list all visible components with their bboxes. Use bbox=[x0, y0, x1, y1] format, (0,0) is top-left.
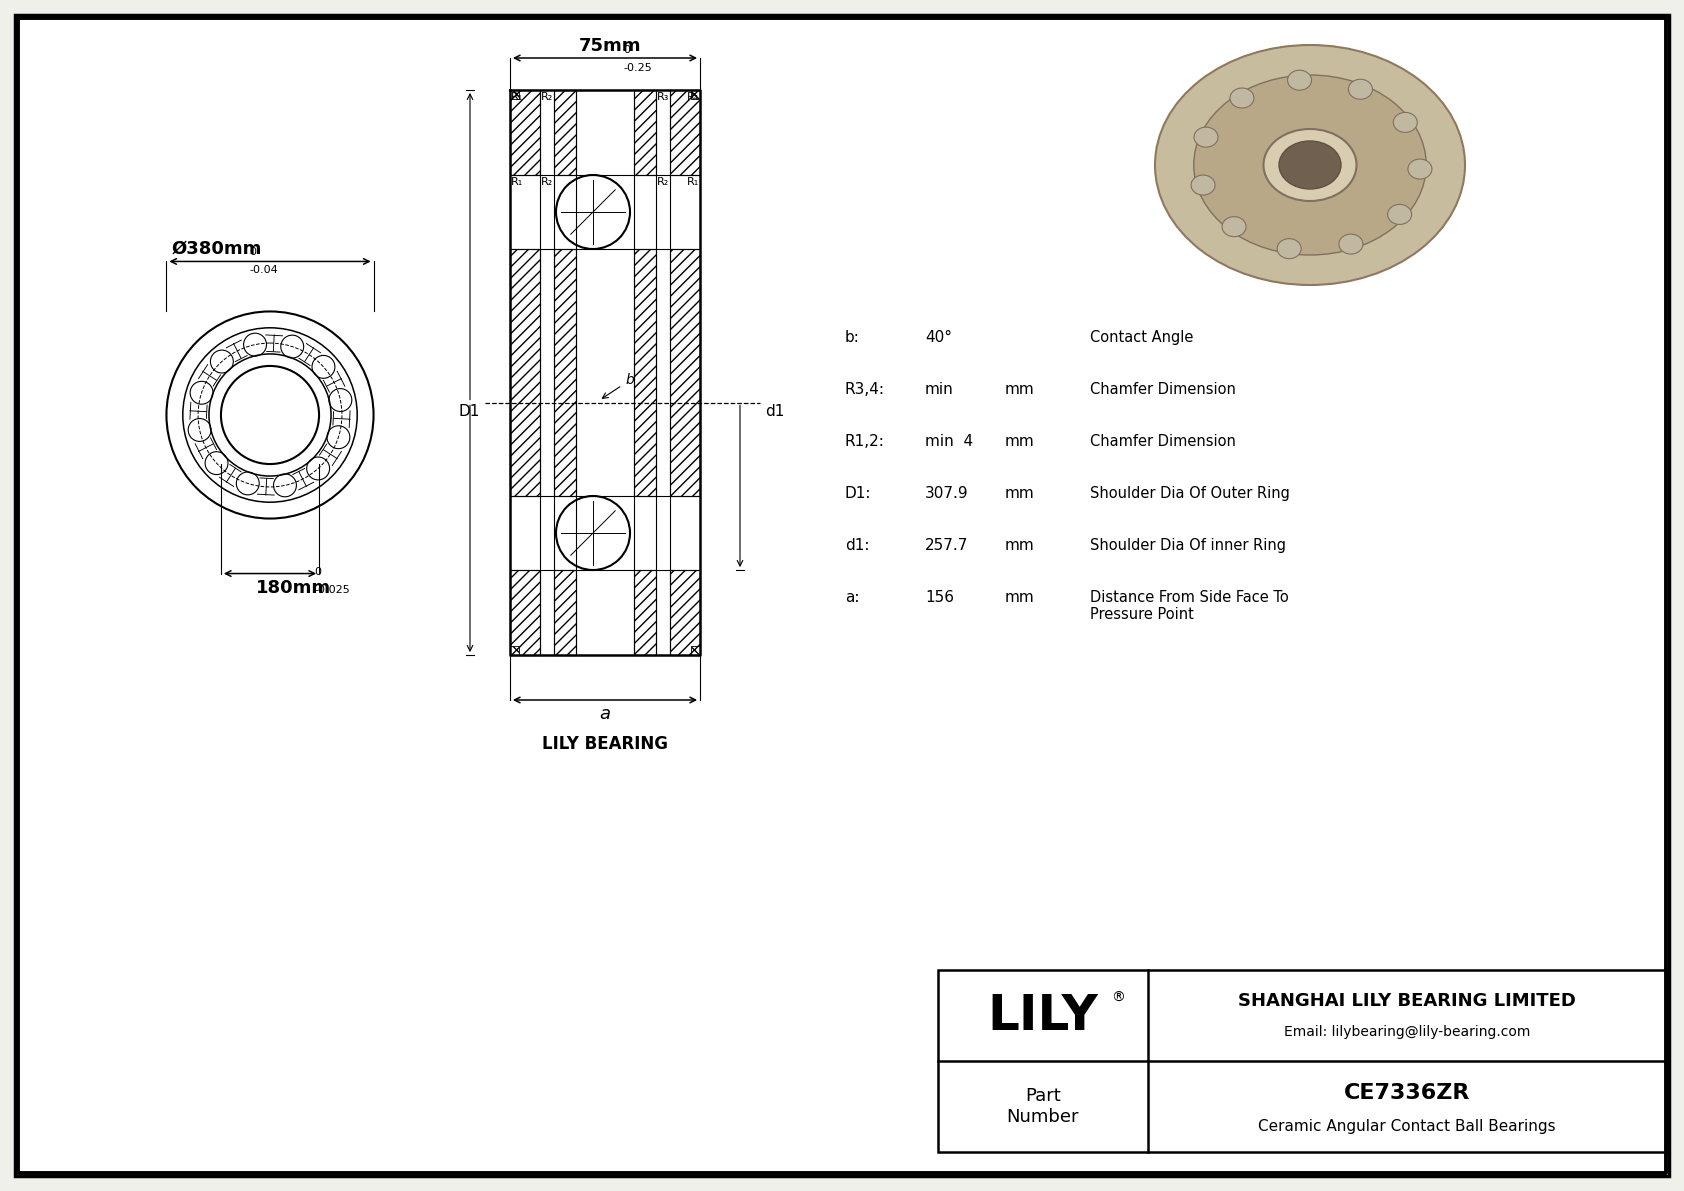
Bar bbox=[690, 646, 701, 655]
Text: ®: ® bbox=[1111, 991, 1125, 1004]
Ellipse shape bbox=[1349, 80, 1372, 99]
Ellipse shape bbox=[1194, 127, 1218, 148]
Text: R₄: R₄ bbox=[687, 92, 699, 102]
Text: -0.25: -0.25 bbox=[623, 63, 652, 73]
Text: R₁: R₁ bbox=[510, 92, 524, 102]
Text: R1,2:: R1,2: bbox=[845, 434, 884, 449]
Text: a: a bbox=[600, 705, 611, 723]
Text: LILY: LILY bbox=[987, 991, 1098, 1040]
Text: Contact Angle: Contact Angle bbox=[1090, 330, 1194, 345]
Text: R₁: R₁ bbox=[510, 177, 524, 187]
Text: CE7336ZR: CE7336ZR bbox=[1344, 1083, 1470, 1103]
Text: 75mm: 75mm bbox=[579, 37, 642, 55]
Ellipse shape bbox=[1191, 175, 1216, 195]
Text: LILY BEARING: LILY BEARING bbox=[542, 735, 669, 753]
Text: a:: a: bbox=[845, 590, 859, 605]
Text: min: min bbox=[925, 382, 953, 397]
Ellipse shape bbox=[1229, 88, 1255, 108]
Ellipse shape bbox=[1339, 235, 1362, 254]
Bar bbox=[510, 91, 519, 99]
Bar bbox=[510, 249, 541, 495]
Bar bbox=[554, 91, 576, 175]
Ellipse shape bbox=[1263, 129, 1357, 201]
Bar bbox=[670, 570, 701, 655]
Text: Shoulder Dia Of Outer Ring: Shoulder Dia Of Outer Ring bbox=[1090, 486, 1290, 501]
Ellipse shape bbox=[1280, 141, 1340, 189]
Bar bbox=[510, 646, 519, 655]
Text: mm: mm bbox=[1005, 538, 1034, 553]
Text: -0.04: -0.04 bbox=[249, 266, 278, 275]
Ellipse shape bbox=[1223, 217, 1246, 237]
Text: b:: b: bbox=[845, 330, 861, 345]
Text: 156: 156 bbox=[925, 590, 955, 605]
Text: d1:: d1: bbox=[845, 538, 869, 553]
Text: 0: 0 bbox=[313, 567, 322, 576]
Ellipse shape bbox=[1288, 70, 1312, 91]
Text: R₂: R₂ bbox=[541, 92, 554, 102]
Bar bbox=[633, 91, 657, 175]
Text: Ceramic Angular Contact Ball Bearings: Ceramic Angular Contact Ball Bearings bbox=[1258, 1120, 1556, 1134]
Bar bbox=[510, 570, 541, 655]
Text: R3,4:: R3,4: bbox=[845, 382, 886, 397]
Bar bbox=[554, 249, 576, 495]
Text: 0: 0 bbox=[623, 45, 630, 55]
Text: mm: mm bbox=[1005, 486, 1034, 501]
Text: SHANGHAI LILY BEARING LIMITED: SHANGHAI LILY BEARING LIMITED bbox=[1238, 992, 1576, 1010]
Text: Ø380mm: Ø380mm bbox=[172, 239, 261, 257]
Bar bbox=[554, 570, 576, 655]
Text: 180mm: 180mm bbox=[256, 579, 332, 597]
Text: mm: mm bbox=[1005, 590, 1034, 605]
Text: 40°: 40° bbox=[925, 330, 951, 345]
Ellipse shape bbox=[1388, 205, 1411, 224]
Text: R₂: R₂ bbox=[541, 177, 554, 187]
Text: -0.025: -0.025 bbox=[313, 585, 350, 594]
Text: R₂: R₂ bbox=[657, 177, 669, 187]
Text: mm: mm bbox=[1005, 382, 1034, 397]
Text: R₃: R₃ bbox=[657, 92, 669, 102]
Text: 257.7: 257.7 bbox=[925, 538, 968, 553]
Text: 0: 0 bbox=[249, 248, 256, 257]
Bar bbox=[510, 91, 541, 175]
Bar bbox=[690, 91, 701, 99]
Ellipse shape bbox=[1276, 238, 1302, 258]
Text: Email: lilybearing@lily-bearing.com: Email: lilybearing@lily-bearing.com bbox=[1283, 1025, 1531, 1039]
Ellipse shape bbox=[1393, 112, 1418, 132]
Text: Chamfer Dimension: Chamfer Dimension bbox=[1090, 434, 1236, 449]
Bar bbox=[670, 91, 701, 175]
Text: 307.9: 307.9 bbox=[925, 486, 968, 501]
Text: Shoulder Dia Of inner Ring: Shoulder Dia Of inner Ring bbox=[1090, 538, 1287, 553]
Text: R₁: R₁ bbox=[687, 177, 699, 187]
Text: Part
Number: Part Number bbox=[1007, 1087, 1079, 1125]
Ellipse shape bbox=[1408, 160, 1431, 179]
Text: min  4: min 4 bbox=[925, 434, 973, 449]
Ellipse shape bbox=[1194, 75, 1426, 255]
Text: mm: mm bbox=[1005, 434, 1034, 449]
Bar bbox=[633, 249, 657, 495]
Text: d1: d1 bbox=[765, 405, 785, 419]
Bar bbox=[633, 570, 657, 655]
Text: Distance From Side Face To
Pressure Point: Distance From Side Face To Pressure Poin… bbox=[1090, 590, 1288, 623]
Text: Chamfer Dimension: Chamfer Dimension bbox=[1090, 382, 1236, 397]
Text: D1: D1 bbox=[458, 405, 480, 419]
Bar bbox=[670, 249, 701, 495]
Text: b: b bbox=[603, 374, 633, 398]
Ellipse shape bbox=[1155, 45, 1465, 285]
Bar bbox=[938, 969, 1665, 1152]
Text: D1:: D1: bbox=[845, 486, 872, 501]
